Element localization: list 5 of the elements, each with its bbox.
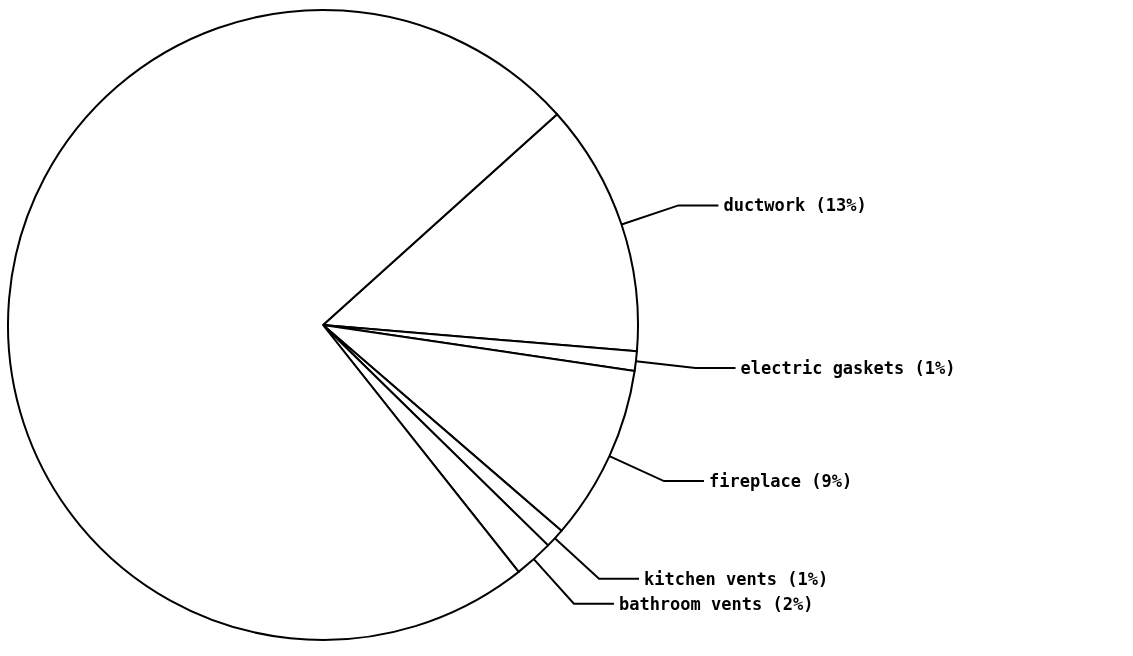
slice-label: kitchen vents (1%) — [644, 568, 829, 589]
slice-label: bathroom vents (2%) — [618, 593, 814, 614]
slice-label: fireplace (9%) — [708, 471, 853, 492]
slice-label: ductwork (13%) — [723, 195, 867, 216]
slice-label: electric gaskets (1%) — [740, 358, 956, 379]
